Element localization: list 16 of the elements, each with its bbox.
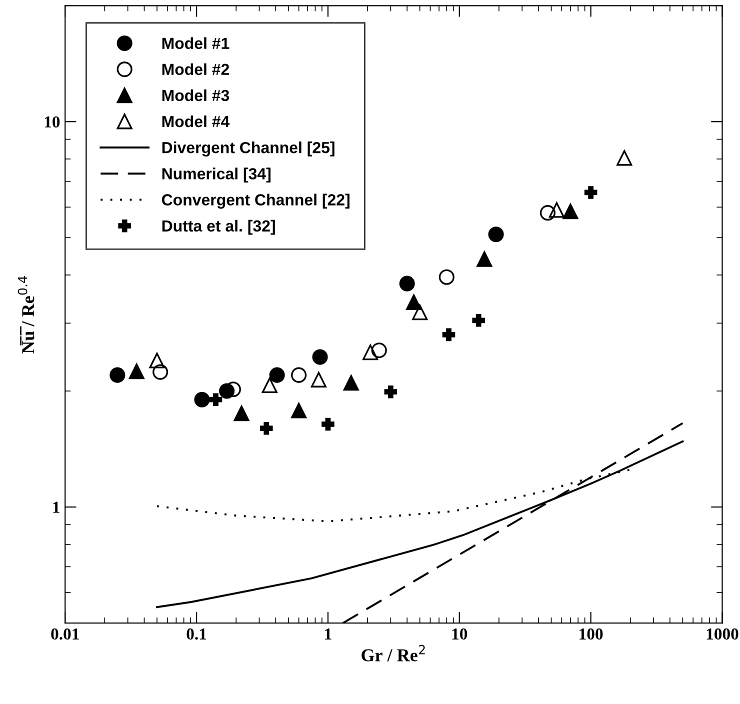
x-tick-label: 10 [452, 628, 468, 640]
x-tick-label: 0.1 [186, 628, 206, 640]
legend-label: Model #4 [162, 115, 230, 128]
x-tick-label: 1000 [706, 628, 738, 640]
y-axis-title: N̅u̅ / Re$^{0.4}$ [18, 276, 34, 354]
x-tick-label: 100 [580, 628, 603, 640]
legend-label: Convergent Channel [22] [162, 194, 350, 209]
legend-label: Dutta et al. [32] [162, 220, 275, 235]
x-tick-label: 0.01 [51, 628, 79, 640]
legend-label: Model #1 [162, 37, 230, 49]
x-axis-title: Gr / Re$^{2}$ [362, 644, 425, 662]
legend-label: Divergent Channel [25] [162, 142, 334, 156]
legend-label: Model #3 [162, 89, 230, 102]
x-tick-label: 1 [325, 628, 332, 640]
legend-label: Numerical [34] [162, 168, 270, 183]
legend-label: Model #2 [162, 63, 230, 76]
